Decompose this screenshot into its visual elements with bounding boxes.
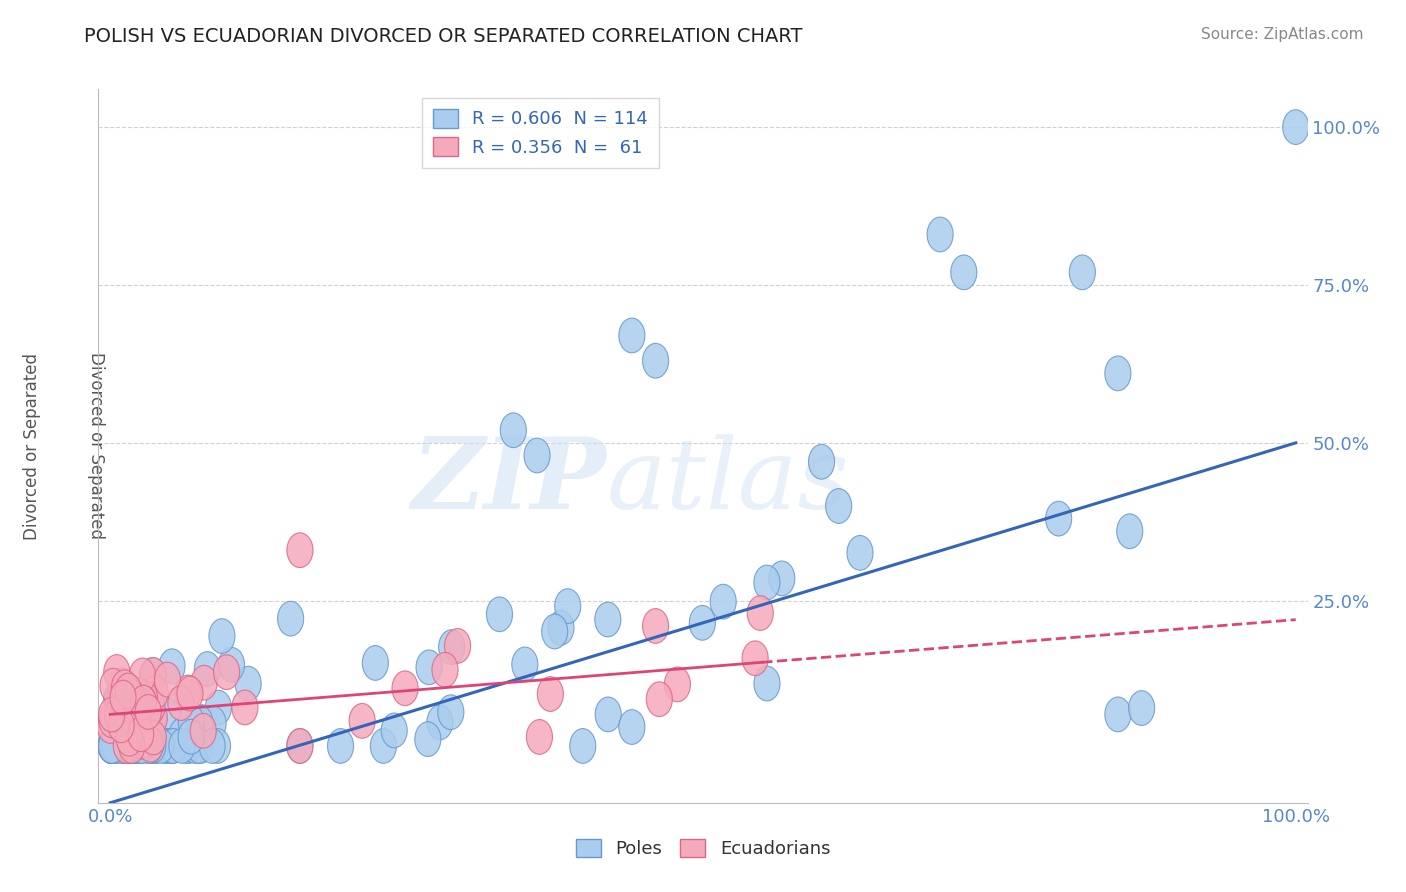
Legend: Poles, Ecuadorians: Poles, Ecuadorians: [568, 831, 838, 865]
Text: Divorced or Separated: Divorced or Separated: [22, 352, 41, 540]
Text: POLISH VS ECUADORIAN DIVORCED OR SEPARATED CORRELATION CHART: POLISH VS ECUADORIAN DIVORCED OR SEPARAT…: [84, 27, 803, 45]
Text: ZIP: ZIP: [412, 434, 606, 530]
Text: Source: ZipAtlas.com: Source: ZipAtlas.com: [1201, 27, 1364, 42]
Text: atlas: atlas: [606, 434, 849, 529]
Y-axis label: Divorced or Separated: Divorced or Separated: [87, 352, 105, 540]
